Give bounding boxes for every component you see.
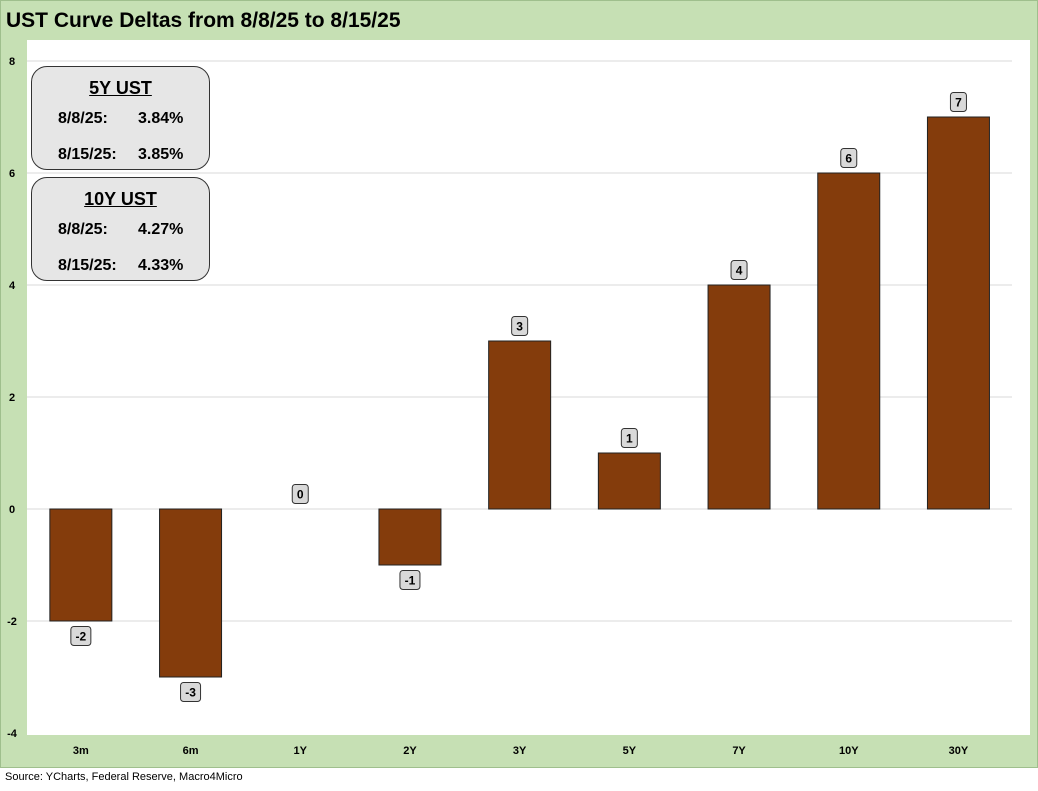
x-tick-label: 30Y — [949, 745, 969, 757]
data-label-text: 0 — [297, 488, 304, 502]
data-label-text: -3 — [185, 686, 196, 700]
x-tick-label: 5Y — [623, 745, 637, 757]
data-label-text: 1 — [626, 432, 633, 446]
data-label-text: 6 — [845, 152, 852, 166]
info-box-10y-ust: 10Y UST 8/8/25: 4.27% 8/15/25: 4.33% — [31, 177, 210, 281]
data-label-box — [399, 570, 421, 590]
data-label-text: -2 — [76, 630, 87, 644]
data-label-box — [70, 626, 92, 646]
data-label: -3 — [180, 682, 202, 702]
info-box-row: 8/8/25: 4.27% — [58, 221, 183, 239]
y-axis: -4 -2 0 2 4 6 8 — [7, 56, 18, 740]
y-tick-label: -4 — [7, 728, 18, 740]
info-box-title: 10Y UST — [84, 189, 157, 209]
data-label-text: 4 — [736, 264, 743, 278]
x-tick-label: 1Y — [294, 745, 308, 757]
bar — [707, 284, 771, 510]
info-box-value: 3.85% — [138, 146, 184, 163]
data-label-text: 7 — [955, 96, 962, 110]
y-tick-label: -2 — [7, 616, 17, 628]
info-box-row: 8/8/25: 3.84% — [58, 110, 183, 128]
chart-title: UST Curve Deltas from 8/8/25 to 8/15/25 — [6, 9, 401, 32]
source-note: Source: YCharts, Federal Reserve, Macro4… — [5, 771, 243, 783]
data-labels: -2 -3 0 -1 3 1 4 6 7 — [70, 92, 967, 702]
bar — [597, 452, 661, 510]
data-label: 0 — [291, 484, 309, 504]
data-label-text: 3 — [516, 320, 523, 334]
data-label-box — [620, 428, 638, 448]
data-label-text: -1 — [405, 574, 416, 588]
bar — [378, 508, 442, 566]
x-tick-label: 6m — [183, 745, 199, 757]
data-label-box — [840, 148, 858, 168]
info-box-value: 3.84% — [138, 110, 184, 127]
bar — [817, 172, 881, 510]
data-label-box — [511, 316, 529, 336]
data-label: -2 — [70, 626, 92, 646]
bar — [926, 116, 990, 510]
bars — [49, 116, 990, 678]
info-box-5y-ust: 5Y UST 8/8/25: 3.84% 8/15/25: 3.85% — [31, 66, 210, 170]
info-box-title: 5Y UST — [89, 78, 152, 98]
data-label: 6 — [840, 148, 858, 168]
info-box-value: 4.33% — [138, 257, 184, 274]
x-tick-label: 3m — [73, 745, 89, 757]
data-label-box — [291, 484, 309, 504]
y-tick-label: 6 — [9, 168, 15, 180]
info-box-date: 8/8/25: — [58, 221, 108, 238]
info-box-date: 8/15/25: — [58, 257, 117, 274]
info-box-row: 8/15/25: 4.33% — [58, 257, 183, 275]
data-label: 3 — [511, 316, 529, 336]
data-label: 7 — [949, 92, 967, 112]
y-tick-label: 8 — [9, 56, 15, 68]
bar — [159, 508, 223, 678]
data-label: 1 — [620, 428, 638, 448]
y-tick-label: 0 — [9, 504, 15, 516]
x-tick-label: 3Y — [513, 745, 527, 757]
info-box-date: 8/15/25: — [58, 146, 117, 163]
info-box-value: 4.27% — [138, 221, 184, 238]
info-box-row: 8/15/25: 3.85% — [58, 146, 183, 164]
x-tick-label: 7Y — [732, 745, 746, 757]
x-tick-label: 10Y — [839, 745, 859, 757]
data-label: 4 — [730, 260, 748, 280]
bar — [488, 340, 552, 510]
y-tick-label: 2 — [9, 392, 15, 404]
bar — [49, 508, 113, 622]
x-tick-label: 2Y — [403, 745, 417, 757]
data-label: -1 — [399, 570, 421, 590]
y-tick-label: 4 — [9, 280, 16, 292]
info-box-date: 8/8/25: — [58, 110, 108, 127]
data-label-box — [730, 260, 748, 280]
data-label-box — [180, 682, 202, 702]
x-axis: 3m 6m 1Y 2Y 3Y 5Y 7Y 10Y 30Y — [73, 745, 969, 757]
data-label-box — [949, 92, 967, 112]
